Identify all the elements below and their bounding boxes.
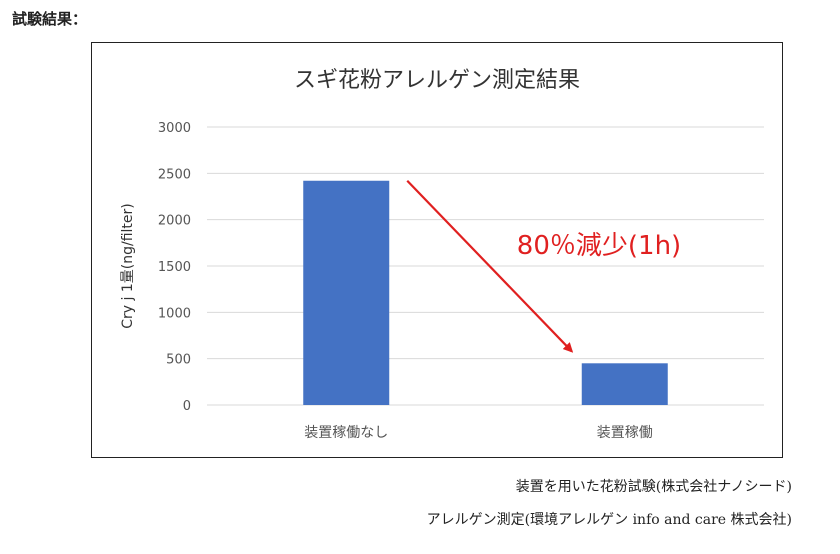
annotation-arrow (406, 179, 574, 353)
y-tick-label: 1500 (158, 260, 191, 275)
annotation-label: 80％減少(1h) (517, 231, 681, 261)
y-axis-label: Cry j 1量(ng/filter) (120, 203, 136, 328)
y-tick-label: 1000 (158, 306, 191, 321)
y-tick-label: 0 (183, 399, 191, 414)
y-tick-label: 500 (166, 353, 191, 368)
bar (581, 363, 668, 405)
y-tick-labels: 0 500 1000 1500 2000 2500 3000 (158, 121, 191, 414)
bar-chart: スギ花粉アレルゲン測定結果 Cry j 1量(ng/filter) 0 500 10… (120, 68, 764, 441)
chart-title: スギ花粉アレルゲン測定結果 (294, 68, 580, 93)
chart-frame: スギ花粉アレルゲン測定結果 Cry j 1量(ng/filter) 0 500 10… (91, 42, 783, 458)
gridlines (207, 126, 764, 406)
bar (303, 180, 390, 405)
y-tick-label: 3000 (158, 121, 191, 136)
caption-test-source: 装置を用いた花粉試験(株式会社ナノシード) (515, 479, 792, 495)
bars (303, 180, 668, 405)
caption-measurement-source: アレルゲン測定(環境アレルゲン info and care 株式会社) (426, 512, 792, 528)
x-tick-label: 装置稼働なし (304, 425, 388, 441)
x-tick-label: 装置稼働 (597, 425, 653, 441)
page-heading: 試験結果： (12, 10, 88, 28)
y-tick-label: 2500 (158, 167, 191, 182)
annotation: 80％減少(1h) (406, 179, 681, 353)
x-tick-labels: 装置稼働なし 装置稼働 (304, 425, 653, 441)
y-tick-label: 2000 (158, 214, 191, 229)
